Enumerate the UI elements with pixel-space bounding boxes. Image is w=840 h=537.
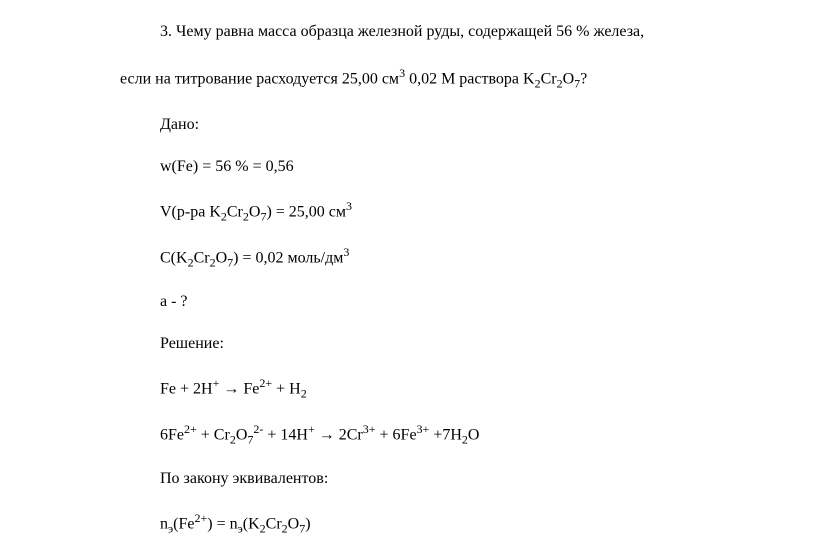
eq2-s5: 3+ (417, 422, 430, 436)
given-line4: a - ? (120, 290, 780, 314)
gv3-o: O (216, 249, 228, 266)
eq3-k: (K (243, 515, 260, 532)
given-line1: w(Fe) = 56 % = 0,56 (120, 155, 780, 179)
gv3-cr: Cr (194, 249, 210, 266)
equation3: nэ(Fe2+) = nэ(K2Cr2O7) (120, 509, 780, 537)
eq2-cr: + Cr (197, 426, 230, 443)
problem-statement-line2: если на титрование расходуется 25,00 см3… (120, 64, 780, 93)
eq2-post: +7H (429, 426, 462, 443)
equation1: Fe + 2H+ → Fe2+ + H2 (120, 374, 780, 403)
vol-pre: V(р-ра K (160, 203, 221, 220)
problem-number: 3. (160, 23, 172, 40)
eq2-s3: + (308, 422, 315, 436)
eq2-s4: 3+ (363, 422, 376, 436)
eq3-fe: (Fe (173, 515, 194, 532)
conc-post: ) = 0,02 моль/дм (233, 249, 343, 266)
eq1-pre: Fe + 2H (160, 380, 213, 397)
eq2-o2: O (468, 426, 480, 443)
eq1-post: + H (272, 380, 301, 397)
given-label: Дано: (120, 113, 780, 137)
eq3-o: O (288, 515, 300, 532)
given-line3: C(K2Cr2O7) = 0,02 моль/дм3 (120, 243, 780, 272)
eq1-s2: 2+ (259, 376, 272, 390)
problem-text2b: 0,02 М раствора K (405, 70, 535, 87)
gv2-o: O (249, 203, 261, 220)
eq1-sub: 2 (301, 386, 307, 400)
eq2-s2: 2- (253, 422, 263, 436)
problem-statement-line1: 3. Чему равна масса образца железной руд… (120, 20, 780, 44)
eq2-fe: + 6Fe (376, 426, 417, 443)
vol-sup: 3 (346, 199, 352, 213)
problem-text1: Чему равна масса образца железной руды, … (176, 23, 644, 40)
eq3-s1: 2+ (194, 511, 207, 525)
eq2-pre: 6Fe (160, 426, 184, 443)
problem-text2a: если на титрование расходуется 25,00 см (120, 70, 399, 87)
eq2-h: + 14H (263, 426, 308, 443)
eq1-arrow: → Fe (219, 380, 259, 397)
vol-post: ) = 25,00 см (266, 203, 346, 220)
given-line2: V(р-ра K2Cr2O7) = 25,00 см3 (120, 197, 780, 226)
equation2: 6Fe2+ + Cr2O72- + 14H+ → 2Cr3+ + 6Fe3+ +… (120, 420, 780, 449)
equivalence-law: По закону эквивалентов: (120, 467, 780, 491)
o-text: O (563, 70, 575, 87)
eq3-post: ) (305, 515, 310, 532)
eq3-eq: ) = n (207, 515, 237, 532)
conc-sup: 3 (343, 245, 349, 259)
solution-label: Решение: (120, 332, 780, 356)
gv2-cr: Cr (227, 203, 243, 220)
eq2-arrow: → 2Cr (315, 426, 363, 443)
eq3-cr: Cr (266, 515, 282, 532)
eq2-o: O (236, 426, 248, 443)
cr-text: Cr (541, 70, 557, 87)
eq3-pre: n (160, 515, 168, 532)
problem-end: ? (580, 70, 587, 87)
conc-pre: C(K (160, 249, 188, 266)
eq2-s1: 2+ (184, 422, 197, 436)
